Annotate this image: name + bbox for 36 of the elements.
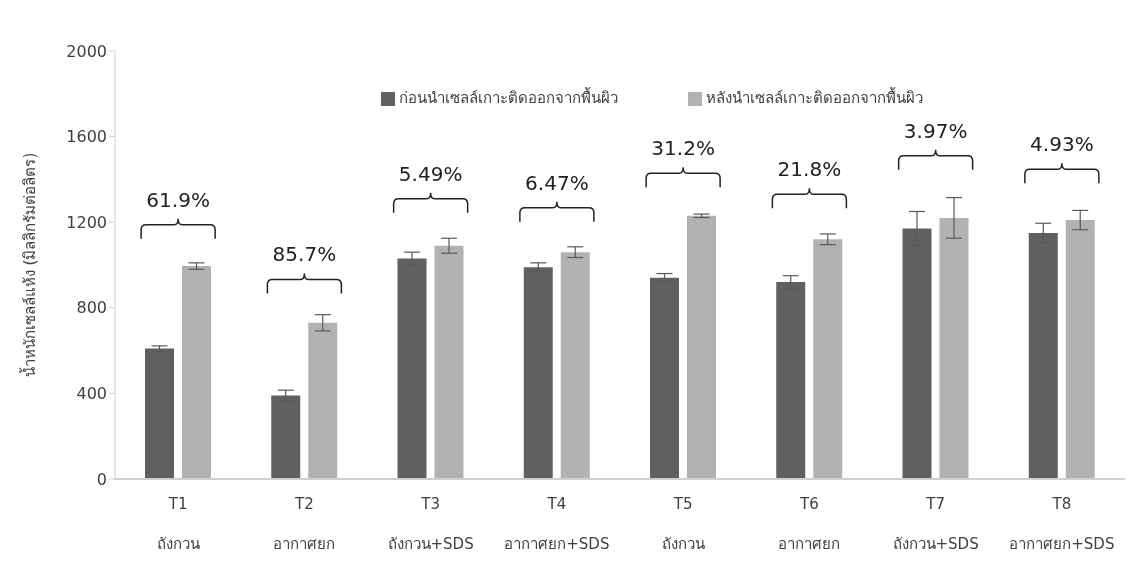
y-tick-label: 400 — [76, 384, 107, 404]
category-label: T7 ถังกวน+SDS — [892, 495, 979, 553]
category-label: T6 อากาศยก — [778, 495, 841, 553]
annotation: 21.8% — [777, 157, 842, 182]
bar — [182, 266, 211, 479]
annotation: 4.93% — [1030, 132, 1094, 157]
bar — [145, 348, 174, 479]
y-tick-label: 1600 — [66, 127, 107, 147]
annotation: 5.49% — [398, 161, 463, 186]
legend-label: ก่อนนำเซลล์เกาะติดออกจากพื้นผิว — [398, 89, 618, 107]
bar — [308, 322, 338, 479]
category-label: T2 อากาศยก — [273, 495, 336, 553]
category-label: T1 ถังกวน — [156, 495, 200, 553]
bar — [939, 217, 969, 479]
category-label: T5 ถังกวน — [661, 495, 705, 553]
y-tick-label: 0 — [96, 469, 107, 489]
annotation: 85.7% — [272, 242, 337, 267]
bar — [813, 239, 843, 479]
bar — [650, 277, 679, 479]
category-label: T4 อากาศยก+SDS — [504, 495, 610, 553]
annotation: 3.97% — [903, 118, 968, 143]
bar — [523, 267, 553, 479]
annotation: 31.2% — [651, 136, 715, 161]
bar — [1065, 220, 1095, 479]
annotation: 6.47% — [525, 170, 589, 195]
y-tick-label: 800 — [76, 298, 107, 318]
bar — [434, 245, 464, 479]
category-label: T8 อากาศยก+SDS — [1009, 495, 1115, 553]
annotation: 61.9% — [146, 187, 210, 212]
y-tick-label: 2000 — [66, 41, 107, 61]
legend-label: หลังนำเซลล์เกาะติดออกจากพื้นผิว — [705, 89, 923, 107]
category-label: T3 ถังกวน+SDS — [387, 495, 474, 553]
y-tick-label: 1200 — [66, 212, 107, 232]
bar — [687, 215, 716, 479]
y-axis-title: น้ำหนักเซลล์แห้ง (มิลลิกรัมต่อลิตร) — [19, 152, 40, 378]
bar — [560, 252, 590, 479]
